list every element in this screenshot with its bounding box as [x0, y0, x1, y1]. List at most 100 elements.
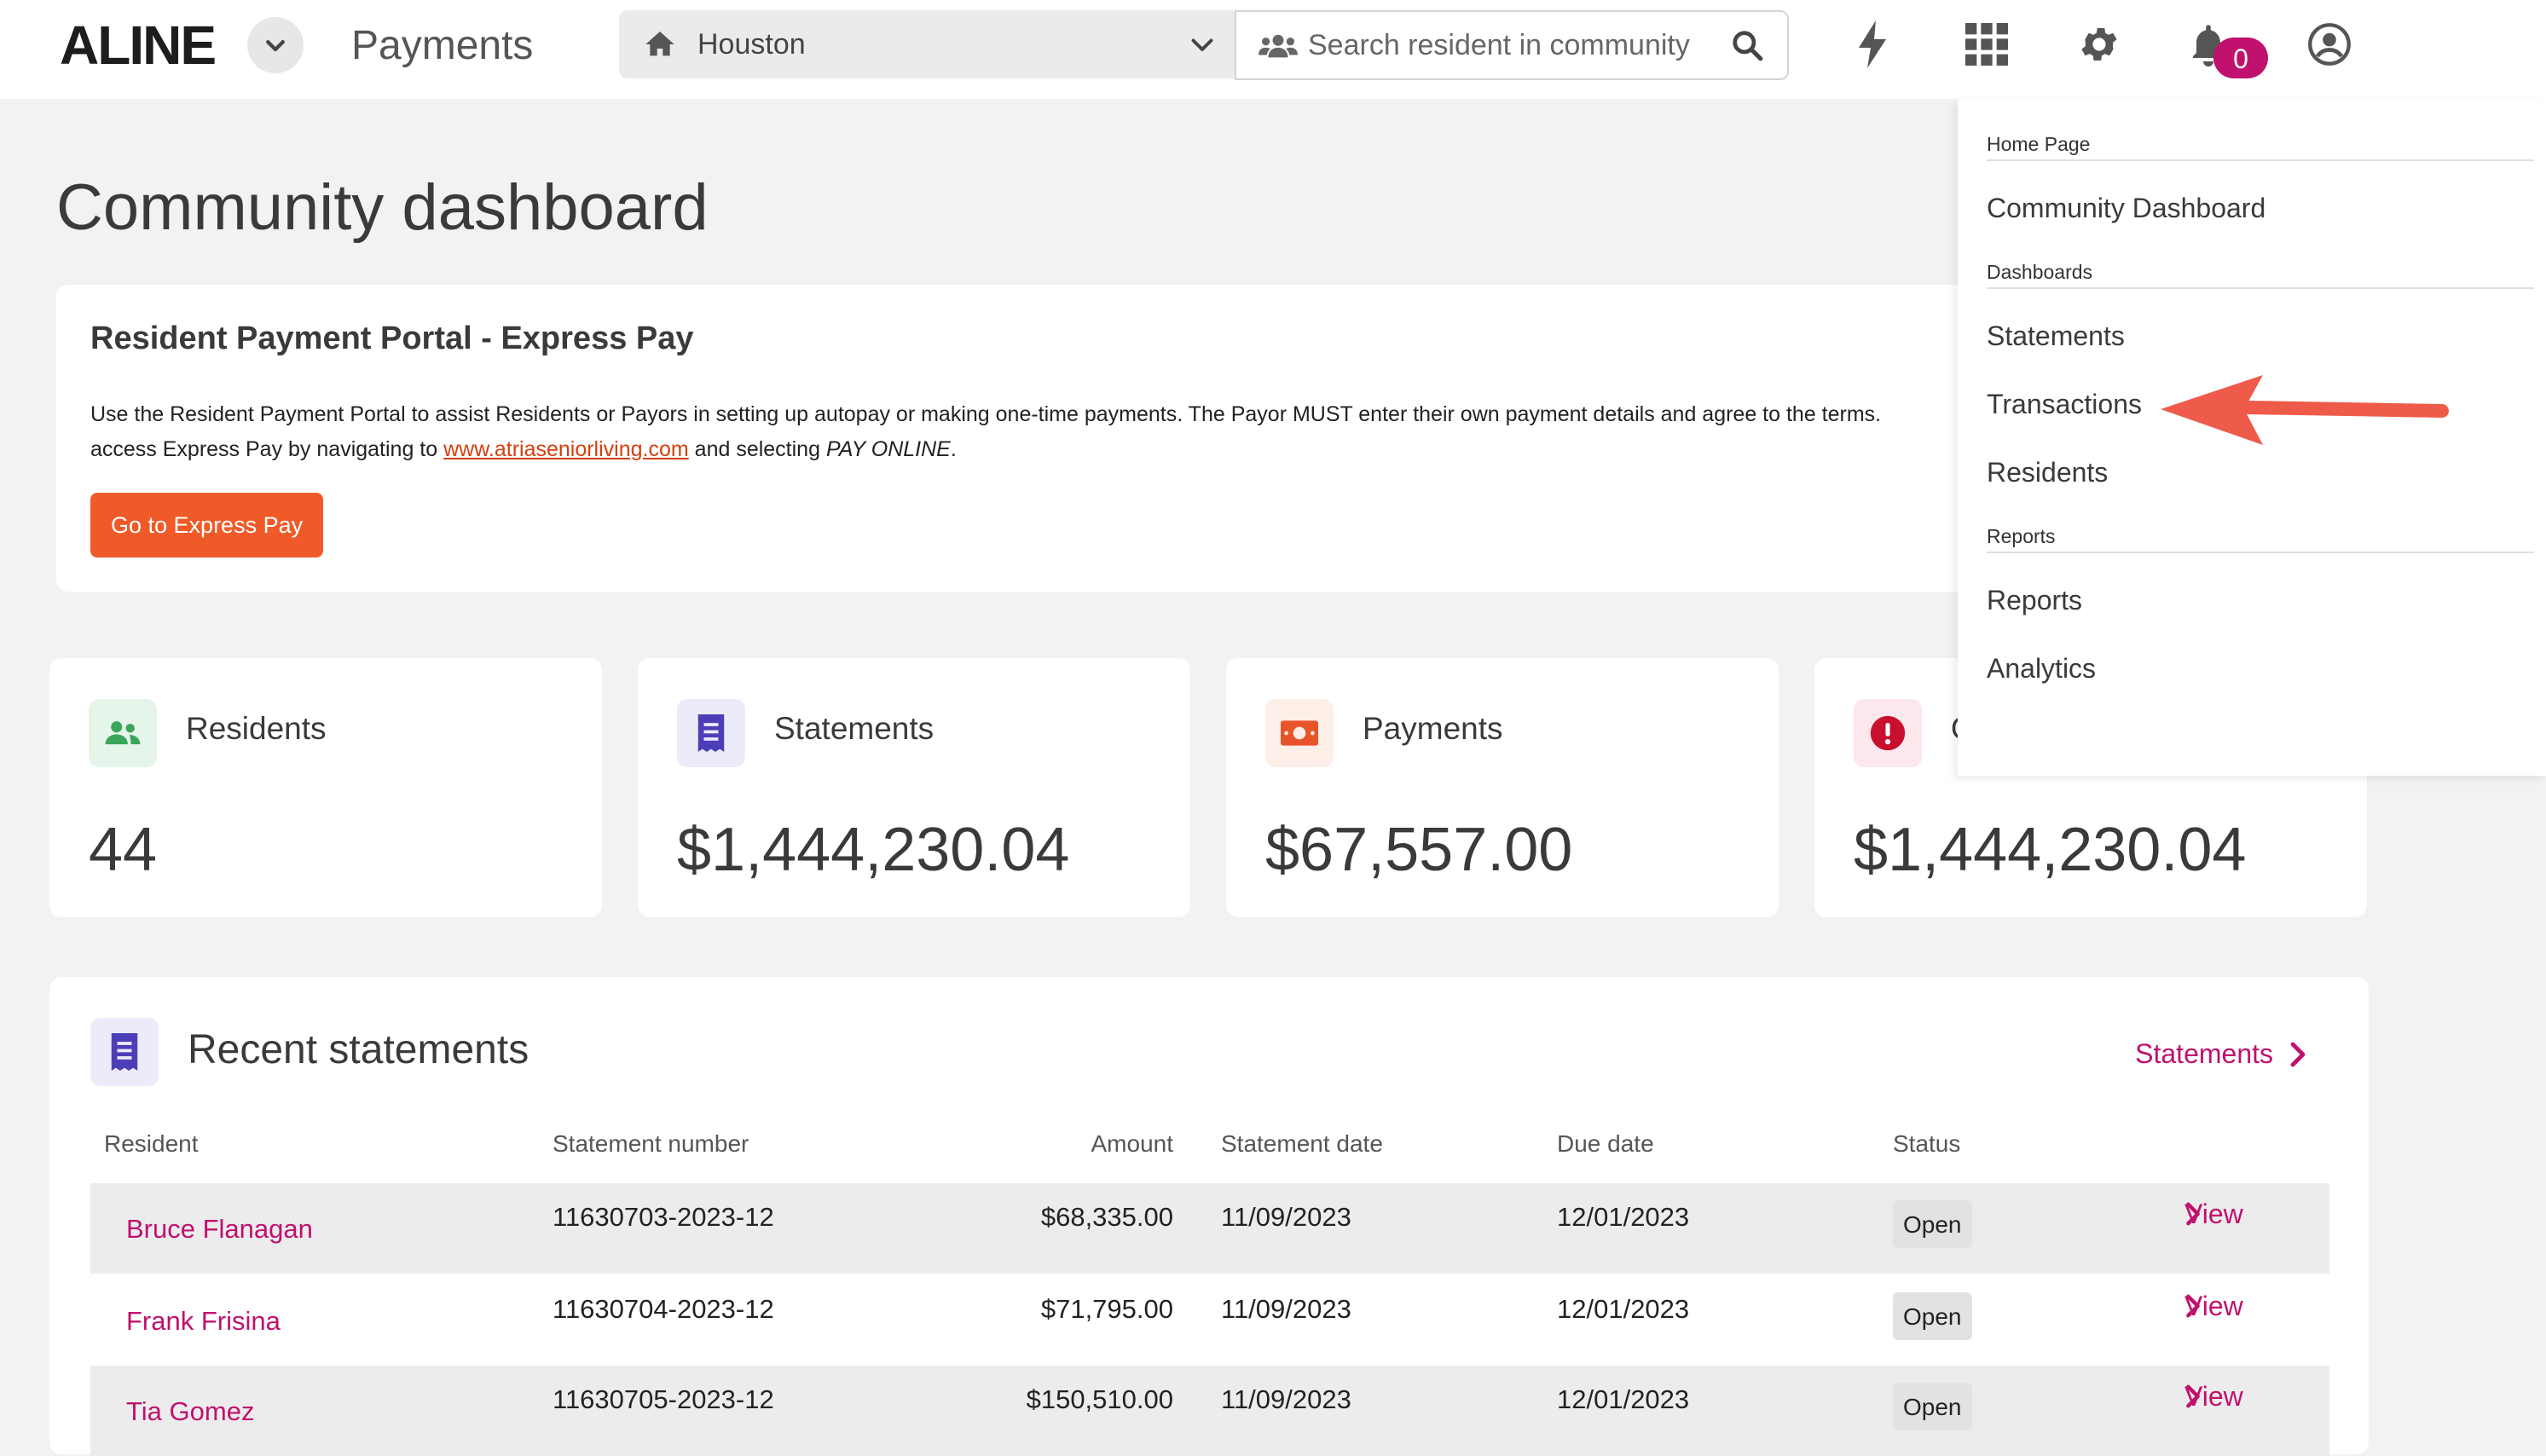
community-select-value: Houston [697, 27, 806, 61]
stat-card-statements[interactable]: Statements $1,444,230.04 [638, 658, 1190, 917]
stat-value: $67,557.00 [1265, 816, 1573, 884]
app-title: Payments [351, 23, 534, 68]
chevron-right-icon [2290, 1042, 2306, 1066]
statements-link-label: Statements [2135, 1038, 2273, 1069]
express-pay-desc-line1: Use the Resident Payment Portal to assis… [90, 402, 1882, 426]
annotation-arrow-icon [2161, 375, 2449, 445]
statements-link[interactable]: Statements [2135, 1038, 2307, 1070]
table-header: Resident Statement number Amount Stateme… [90, 1130, 2329, 1178]
due-date: 12/01/2023 [1557, 1384, 1690, 1414]
atria-website-link[interactable]: www.atriaseniorliving.com [443, 437, 689, 461]
user-account-button[interactable] [2306, 20, 2353, 68]
menu-section-dashboards: Dashboards [1987, 261, 2534, 289]
resident-name-link[interactable]: Tia Gomez [126, 1396, 255, 1426]
view-statement-link[interactable]: View [2184, 1381, 2243, 1412]
view-statement-link[interactable]: View [2184, 1199, 2243, 1229]
residents-icon [89, 699, 157, 767]
receipt-icon [90, 1018, 159, 1086]
app-switcher-button[interactable] [247, 17, 304, 73]
express-pay-desc-end: . [950, 437, 957, 461]
due-date: 12/01/2023 [1557, 1294, 1690, 1324]
resident-name-link[interactable]: Bruce Flanagan [126, 1214, 313, 1244]
stat-label: Residents [186, 711, 327, 746]
menu-item-residents[interactable]: Residents [1987, 457, 2109, 488]
express-pay-description: Use the Resident Payment Portal to assis… [90, 397, 2017, 467]
community-select[interactable]: Houston [619, 10, 1235, 78]
people-icon [1259, 34, 1298, 58]
table-row[interactable]: Frank Frisina 11630704-2023-12 $71,795.0… [90, 1275, 2329, 1366]
gear-icon [2081, 28, 2117, 61]
express-pay-card: Resident Payment Portal - Express Pay Us… [56, 285, 2128, 592]
receipt-icon [677, 699, 745, 767]
express-pay-desc-mid: and selecting [688, 437, 826, 461]
alert-icon [1854, 699, 1922, 767]
view-label: View [2184, 1290, 2243, 1321]
menu-item-statements[interactable]: Statements [1987, 321, 2125, 351]
column-header: Statement date [1221, 1130, 1383, 1157]
stat-card-payments[interactable]: Payments $67,557.00 [1226, 658, 1779, 917]
table-row[interactable]: Bruce Flanagan 11630703-2023-12 $68,335.… [90, 1183, 2329, 1274]
stat-value: 44 [89, 816, 158, 884]
chevron-down-icon [266, 40, 285, 52]
page-title: Community dashboard [56, 171, 709, 244]
table-row[interactable]: Tia Gomez 11630705-2023-12 $150,510.00 1… [90, 1366, 2329, 1456]
chevron-right-icon [2186, 1384, 2200, 1408]
pay-online-text: PAY ONLINE [825, 437, 951, 461]
statement-date: 11/09/2023 [1221, 1202, 1351, 1232]
notification-count-badge: 0 [2213, 38, 2268, 78]
home-icon [645, 32, 674, 56]
status-badge: Open [1893, 1200, 1972, 1248]
menu-item-analytics[interactable]: Analytics [1987, 653, 2097, 684]
statement-date: 11/09/2023 [1221, 1384, 1351, 1414]
due-date: 12/01/2023 [1557, 1202, 1690, 1232]
status-badge: Open [1893, 1383, 1972, 1430]
chevron-down-icon [1191, 38, 1213, 51]
column-header: Amount [1091, 1130, 1174, 1157]
view-label: View [2184, 1380, 2243, 1412]
aline-logo[interactable]: ALINE [60, 14, 217, 76]
search-icon[interactable] [1731, 29, 1763, 61]
user-circle-icon [2308, 23, 2351, 66]
search-input[interactable] [1306, 27, 1719, 63]
column-header: Resident [104, 1130, 199, 1157]
stat-label: Statements [774, 711, 934, 746]
lightning-icon [1859, 20, 1886, 68]
column-header: Statement number [553, 1130, 749, 1157]
menu-item-community-dashboard[interactable]: Community Dashboard [1987, 193, 2266, 223]
menu-item-reports[interactable]: Reports [1987, 585, 2083, 615]
money-icon [1265, 699, 1334, 767]
chevron-right-icon [2186, 1202, 2200, 1226]
stat-card-outstanding[interactable]: O $1,444,230.04 [1814, 658, 2367, 917]
recent-statements-card: Recent statements Statements Resident St… [49, 977, 2369, 1456]
stat-value: $1,444,230.04 [677, 816, 1070, 884]
menu-section-home-page: Home Page [1987, 133, 2534, 161]
menu-item-transactions[interactable]: Transactions [1987, 389, 2142, 419]
chevron-right-icon [2186, 1294, 2200, 1318]
statement-amount: $71,795.00 [1040, 1294, 1173, 1324]
quick-actions-button[interactable] [1849, 20, 1896, 68]
view-statement-link[interactable]: View [2184, 1291, 2243, 1321]
statement-date: 11/09/2023 [1221, 1294, 1351, 1324]
express-pay-desc-prefix: access Express Pay by navigating to [90, 437, 444, 461]
express-pay-title: Resident Payment Portal - Express Pay [90, 321, 694, 356]
settings-button[interactable] [2075, 20, 2123, 68]
statement-number: 11630705-2023-12 [553, 1384, 774, 1414]
resident-name-link[interactable]: Frank Frisina [126, 1306, 281, 1336]
recent-statements-title: Recent statements [188, 1027, 529, 1072]
view-label: View [2184, 1198, 2243, 1229]
stat-card-residents[interactable]: Residents 44 [49, 658, 602, 917]
stat-value: $1,444,230.04 [1854, 816, 2247, 884]
grid-icon [1965, 23, 2008, 66]
stat-label: Payments [1363, 711, 1503, 746]
statement-amount: $68,335.00 [1040, 1202, 1173, 1232]
apps-grid-button[interactable] [1963, 20, 2011, 68]
resident-search [1235, 10, 1789, 80]
menu-section-reports: Reports [1987, 525, 2534, 553]
status-badge: Open [1893, 1292, 1972, 1340]
statement-number: 11630704-2023-12 [553, 1294, 774, 1324]
go-to-express-pay-button[interactable]: Go to Express Pay [90, 493, 324, 558]
column-header: Due date [1557, 1130, 1654, 1157]
column-header: Status [1893, 1130, 1961, 1157]
statement-amount: $150,510.00 [1026, 1384, 1173, 1414]
top-bar: ALINE Payments Houston 0 [0, 0, 2546, 99]
